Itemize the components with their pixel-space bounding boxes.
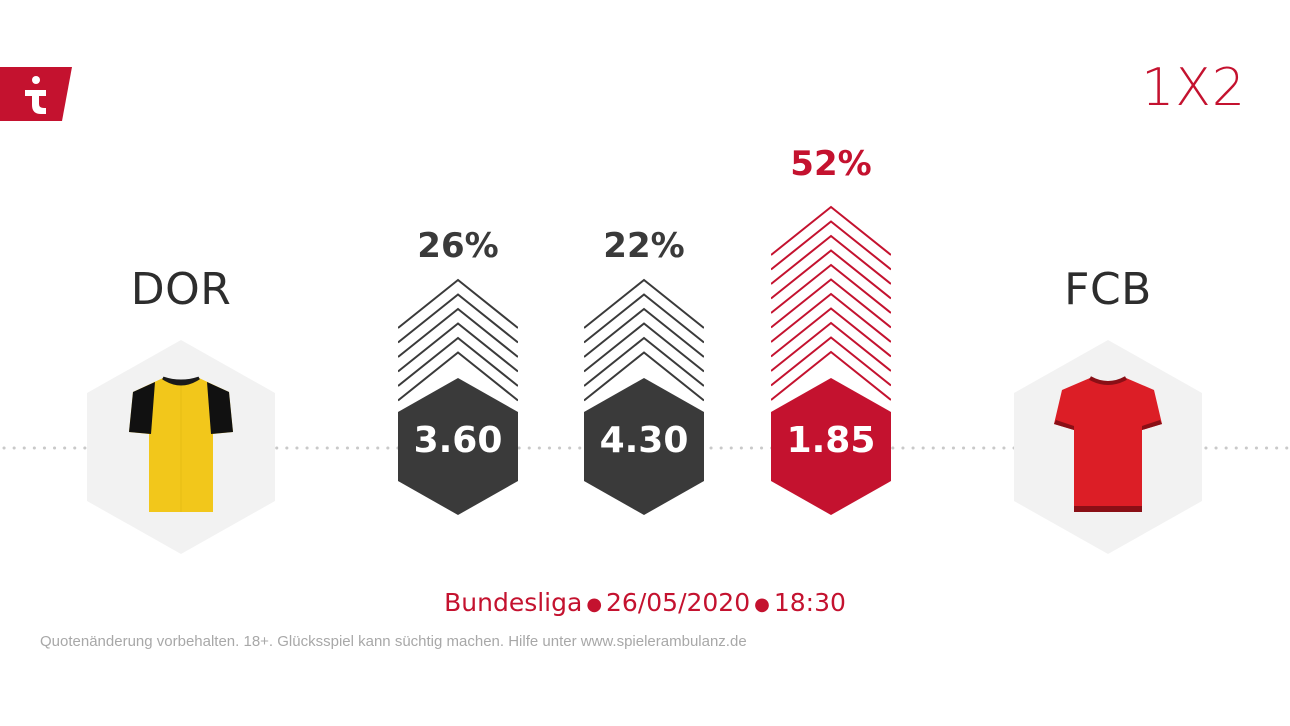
chevron-line xyxy=(771,220,891,271)
disclaimer-text: Quotenänderung vorbehalten. 18+. Glückss… xyxy=(40,633,747,650)
home-shirt-icon xyxy=(129,376,233,512)
chevron-line xyxy=(398,278,518,329)
chevron-line xyxy=(771,278,891,329)
match-info: Bundesliga ● 26/05/2020 ● 18:30 xyxy=(0,588,1290,617)
chevron-line xyxy=(771,321,891,372)
chevron-line xyxy=(771,292,891,343)
away-win-probability: 52% xyxy=(790,144,872,184)
chevron-line xyxy=(584,350,704,401)
chevron-line xyxy=(584,307,704,358)
chevron-line xyxy=(398,350,518,401)
draw-chevron-stack xyxy=(584,278,704,401)
chevron-line xyxy=(398,321,518,372)
home-win-chevron-stack xyxy=(398,278,518,401)
home-win-odds: 3.60 xyxy=(413,420,503,461)
chevron-line xyxy=(584,278,704,329)
draw-odds: 4.30 xyxy=(599,420,689,461)
away-win-odds-hexagon xyxy=(771,378,891,515)
chevron-line xyxy=(771,263,891,314)
chevron-line xyxy=(771,307,891,358)
market-label: 1X2 xyxy=(1141,58,1246,118)
match-time: 18:30 xyxy=(773,588,846,617)
chevron-line xyxy=(398,307,518,358)
bullet-separator: ● xyxy=(586,593,603,615)
chevron-line xyxy=(584,336,704,387)
chevron-line xyxy=(398,336,518,387)
tipico-t-icon xyxy=(0,67,72,121)
chevron-line xyxy=(771,205,891,256)
home-team-code: DOR xyxy=(130,264,232,315)
match-date: 26/05/2020 xyxy=(606,588,751,617)
league-name: Bundesliga xyxy=(444,588,583,617)
draw-odds-hexagon xyxy=(584,378,704,515)
home-win-probability: 26% xyxy=(417,226,499,266)
chevron-line xyxy=(771,350,891,401)
chevron-line xyxy=(584,321,704,372)
draw-probability: 22% xyxy=(603,226,685,266)
away-win-chevron-stack xyxy=(771,205,891,401)
chevron-line xyxy=(771,336,891,387)
chevron-line xyxy=(771,234,891,285)
away-team-code: FCB xyxy=(1064,264,1152,315)
chevron-line xyxy=(398,292,518,343)
away-win-odds: 1.85 xyxy=(786,420,876,461)
home-win-odds-hexagon xyxy=(398,378,518,515)
chevron-line xyxy=(584,292,704,343)
bullet-separator: ● xyxy=(754,593,770,615)
away-shirt-icon xyxy=(1054,376,1162,512)
chevron-line xyxy=(771,249,891,300)
